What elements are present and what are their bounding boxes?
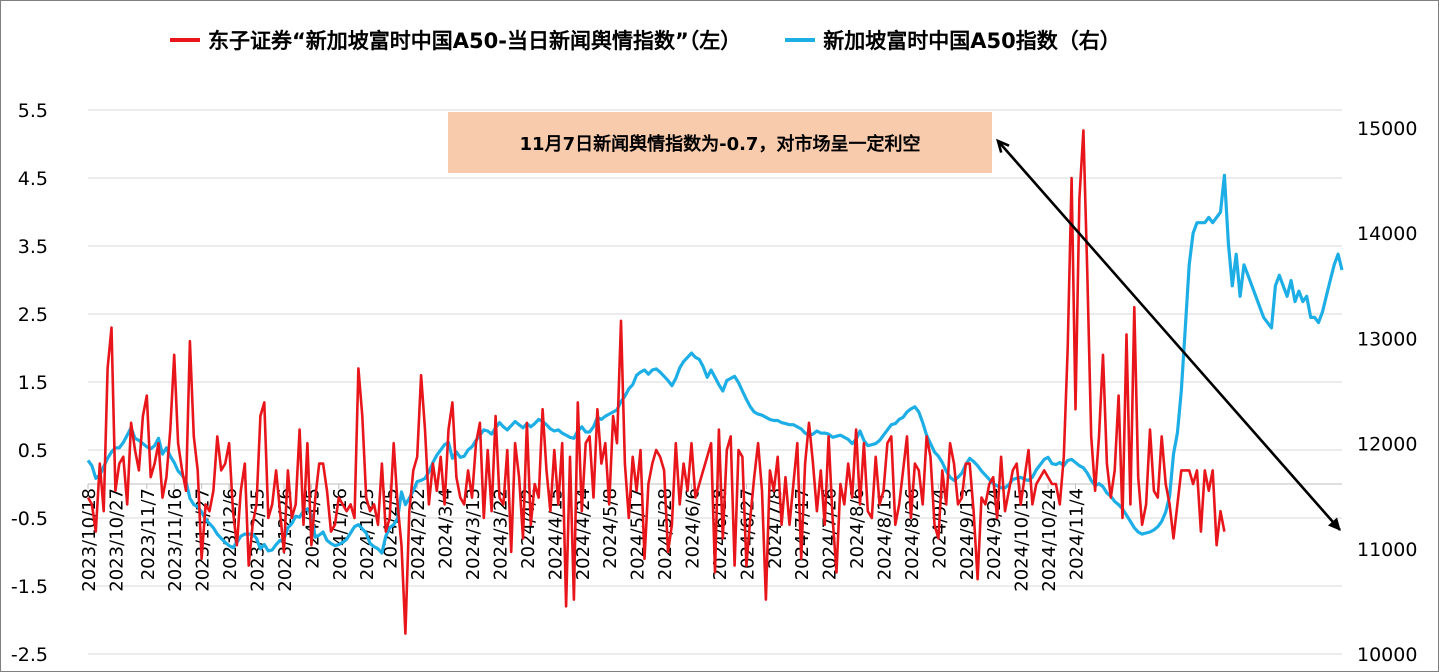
right-axis-tick-label: 13000 [1357, 328, 1417, 350]
x-axis-tick-label: 2024/3/22 [490, 488, 511, 580]
x-axis-tick-label: 2024/11/4 [1067, 488, 1088, 580]
x-axis-tick-label: 2024/5/8 [600, 488, 621, 569]
legend-swatch-blue [785, 38, 816, 42]
right-axis-tick-label: 14000 [1357, 223, 1417, 245]
x-axis-tick-label: 2024/4/24 [573, 488, 594, 580]
series-line-a50-index [86, 173, 1344, 555]
left-axis-tick-label: 4.5 [18, 168, 48, 190]
left-axis-tick-label: 2.5 [18, 304, 48, 326]
x-axis-tick-label: 2023/11/7 [138, 488, 159, 580]
right-axis-tick-label: 15000 [1357, 118, 1417, 140]
annotation-text: 11月7日新闻舆情指数为-0.7，对市场呈一定利空 [519, 133, 921, 155]
left-axis-tick-label: -1.5 [11, 576, 48, 598]
left-axis-tick-label: 3.5 [18, 236, 48, 258]
x-axis-tick-label: 2024/9/24 [984, 488, 1005, 580]
x-axis-tick-label: 2023/11/16 [165, 488, 186, 592]
x-axis-tick-label: 2024/8/26 [902, 488, 923, 580]
left-axis-tick-label: 5.5 [18, 100, 48, 122]
legend-item-left-series: 东子证券“新加坡富时中国A50-当日新闻舆情指数”（左） [170, 25, 741, 55]
x-axis-tick-label: 2024/6/6 [682, 488, 703, 569]
annotation-arrowhead-end [1328, 517, 1341, 531]
x-axis-tick-label: 2024/2/22 [408, 488, 429, 580]
annotation-arrowhead-start [996, 138, 1010, 153]
legend-label-right-series: 新加坡富时中国A50指数（右） [823, 29, 1121, 53]
left-axis-tick-label: 1.5 [18, 372, 48, 394]
legend-swatch-red [170, 38, 200, 42]
x-axis-tick-label: 2023/10/18 [79, 488, 100, 592]
annotation-callout: 11月7日新闻舆情指数为-0.7，对市场呈一定利空 [448, 112, 992, 173]
right-axis-tick-label: 10000 [1357, 644, 1417, 666]
left-axis-tick-label: -0.5 [11, 508, 48, 530]
annotation-arrow-line [997, 140, 1341, 531]
right-axis-tick-label: 12000 [1357, 434, 1417, 456]
x-axis-tick-label: 2023/12/6 [220, 488, 241, 580]
chart-legend: 东子证券“新加坡富时中国A50-当日新闻舆情指数”（左） 新加坡富时中国A50指… [170, 22, 1121, 58]
legend-item-right-series: 新加坡富时中国A50指数（右） [785, 25, 1121, 55]
legend-label-left-series: 东子证券“新加坡富时中国A50-当日新闻舆情指数”（左） [208, 29, 742, 53]
x-axis-tick-label: 2024/3/4 [436, 488, 457, 569]
x-axis-tick-label: 2024/8/6 [847, 488, 868, 569]
x-axis-tick-label: 2024/10/15 [1012, 488, 1033, 592]
series-line-sentiment-index [86, 129, 1226, 635]
x-axis-tick-label: 2024/8/15 [875, 488, 896, 580]
x-axis-tick-label: 2024/3/13 [463, 488, 484, 580]
x-axis-tick-label: 2024/5/28 [655, 488, 676, 580]
x-axis-tick-label: 2023/10/27 [106, 488, 127, 592]
right-axis-tick-label: 11000 [1357, 539, 1417, 561]
left-axis-tick-label: 0.5 [18, 440, 48, 462]
left-axis-tick-label: -2.5 [11, 644, 48, 666]
x-axis-tick-label: 2024/10/24 [1039, 488, 1060, 592]
